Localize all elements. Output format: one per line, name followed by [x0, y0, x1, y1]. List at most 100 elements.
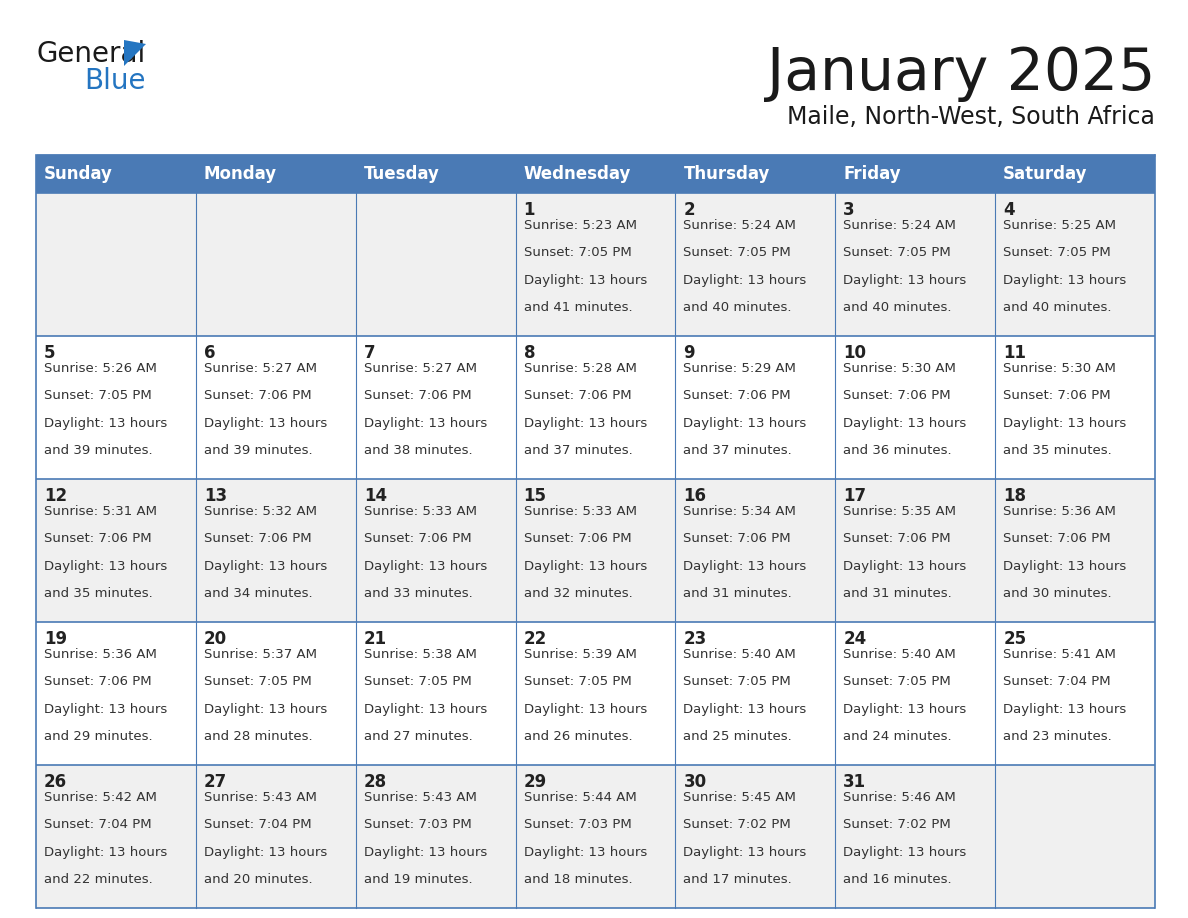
FancyBboxPatch shape — [996, 765, 1155, 908]
Text: Sunset: 7:02 PM: Sunset: 7:02 PM — [843, 818, 952, 832]
Text: Monday: Monday — [204, 165, 277, 183]
Text: General: General — [36, 40, 145, 68]
Text: Tuesday: Tuesday — [364, 165, 440, 183]
Text: 16: 16 — [683, 487, 707, 505]
Text: and 35 minutes.: and 35 minutes. — [1003, 444, 1112, 457]
Text: Maile, North-West, South Africa: Maile, North-West, South Africa — [788, 105, 1155, 129]
Text: Sunrise: 5:29 AM: Sunrise: 5:29 AM — [683, 362, 796, 375]
Text: and 38 minutes.: and 38 minutes. — [364, 444, 473, 457]
FancyBboxPatch shape — [355, 155, 516, 193]
FancyBboxPatch shape — [516, 479, 676, 622]
Text: Daylight: 13 hours: Daylight: 13 hours — [843, 560, 967, 573]
FancyBboxPatch shape — [676, 479, 835, 622]
Text: Sunset: 7:05 PM: Sunset: 7:05 PM — [364, 676, 472, 688]
Text: and 33 minutes.: and 33 minutes. — [364, 588, 473, 600]
Text: Sunrise: 5:30 AM: Sunrise: 5:30 AM — [843, 362, 956, 375]
FancyBboxPatch shape — [835, 622, 996, 765]
Text: and 26 minutes.: and 26 minutes. — [524, 730, 632, 744]
FancyBboxPatch shape — [196, 765, 355, 908]
Text: and 29 minutes.: and 29 minutes. — [44, 730, 152, 744]
Text: 27: 27 — [204, 773, 227, 791]
Text: Sunset: 7:06 PM: Sunset: 7:06 PM — [204, 532, 311, 545]
FancyBboxPatch shape — [676, 155, 835, 193]
Text: and 28 minutes.: and 28 minutes. — [204, 730, 312, 744]
Text: 31: 31 — [843, 773, 866, 791]
Text: Sunset: 7:06 PM: Sunset: 7:06 PM — [1003, 389, 1111, 402]
Text: Daylight: 13 hours: Daylight: 13 hours — [364, 845, 487, 858]
FancyBboxPatch shape — [36, 193, 196, 336]
Text: Daylight: 13 hours: Daylight: 13 hours — [683, 417, 807, 430]
Text: 1: 1 — [524, 201, 535, 219]
Text: and 18 minutes.: and 18 minutes. — [524, 873, 632, 886]
Text: Sunset: 7:05 PM: Sunset: 7:05 PM — [843, 246, 952, 260]
Text: 30: 30 — [683, 773, 707, 791]
Text: and 31 minutes.: and 31 minutes. — [683, 588, 792, 600]
Text: and 39 minutes.: and 39 minutes. — [44, 444, 152, 457]
FancyBboxPatch shape — [835, 336, 996, 479]
FancyBboxPatch shape — [516, 765, 676, 908]
Text: 15: 15 — [524, 487, 546, 505]
Text: Sunrise: 5:24 AM: Sunrise: 5:24 AM — [843, 219, 956, 232]
Text: Sunset: 7:06 PM: Sunset: 7:06 PM — [364, 389, 472, 402]
FancyBboxPatch shape — [196, 193, 355, 336]
Text: Sunrise: 5:32 AM: Sunrise: 5:32 AM — [204, 505, 317, 518]
FancyBboxPatch shape — [516, 622, 676, 765]
Text: Daylight: 13 hours: Daylight: 13 hours — [524, 274, 646, 286]
Text: and 41 minutes.: and 41 minutes. — [524, 301, 632, 314]
Text: Sunset: 7:05 PM: Sunset: 7:05 PM — [683, 246, 791, 260]
Text: Sunrise: 5:34 AM: Sunrise: 5:34 AM — [683, 505, 796, 518]
Text: 17: 17 — [843, 487, 866, 505]
Text: and 30 minutes.: and 30 minutes. — [1003, 588, 1112, 600]
Text: 28: 28 — [364, 773, 387, 791]
Text: Sunset: 7:06 PM: Sunset: 7:06 PM — [364, 532, 472, 545]
FancyBboxPatch shape — [676, 193, 835, 336]
Text: Daylight: 13 hours: Daylight: 13 hours — [364, 560, 487, 573]
Text: Sunrise: 5:40 AM: Sunrise: 5:40 AM — [843, 648, 956, 661]
Text: Sunrise: 5:31 AM: Sunrise: 5:31 AM — [44, 505, 157, 518]
Text: 12: 12 — [44, 487, 68, 505]
Text: Sunrise: 5:36 AM: Sunrise: 5:36 AM — [1003, 505, 1116, 518]
Text: Sunset: 7:05 PM: Sunset: 7:05 PM — [1003, 246, 1111, 260]
Text: 24: 24 — [843, 630, 866, 648]
Text: and 37 minutes.: and 37 minutes. — [524, 444, 632, 457]
Text: Sunset: 7:04 PM: Sunset: 7:04 PM — [44, 818, 152, 832]
Text: Sunrise: 5:33 AM: Sunrise: 5:33 AM — [524, 505, 637, 518]
FancyBboxPatch shape — [36, 336, 196, 479]
Text: Wednesday: Wednesday — [524, 165, 631, 183]
Text: Sunrise: 5:45 AM: Sunrise: 5:45 AM — [683, 791, 796, 804]
Text: 14: 14 — [364, 487, 387, 505]
Text: Sunset: 7:06 PM: Sunset: 7:06 PM — [524, 389, 631, 402]
Text: Blue: Blue — [84, 67, 145, 95]
Text: Sunrise: 5:43 AM: Sunrise: 5:43 AM — [204, 791, 317, 804]
Text: and 19 minutes.: and 19 minutes. — [364, 873, 473, 886]
Text: Sunset: 7:05 PM: Sunset: 7:05 PM — [44, 389, 152, 402]
FancyBboxPatch shape — [996, 479, 1155, 622]
Text: Sunrise: 5:41 AM: Sunrise: 5:41 AM — [1003, 648, 1116, 661]
Text: Sunset: 7:06 PM: Sunset: 7:06 PM — [843, 389, 950, 402]
FancyBboxPatch shape — [835, 155, 996, 193]
Text: Daylight: 13 hours: Daylight: 13 hours — [204, 560, 327, 573]
Text: and 27 minutes.: and 27 minutes. — [364, 730, 473, 744]
Text: Daylight: 13 hours: Daylight: 13 hours — [843, 417, 967, 430]
Text: and 36 minutes.: and 36 minutes. — [843, 444, 952, 457]
Text: 25: 25 — [1003, 630, 1026, 648]
Text: 6: 6 — [204, 344, 215, 362]
Text: Sunset: 7:03 PM: Sunset: 7:03 PM — [524, 818, 631, 832]
Text: Daylight: 13 hours: Daylight: 13 hours — [1003, 417, 1126, 430]
Text: and 32 minutes.: and 32 minutes. — [524, 588, 632, 600]
Text: 18: 18 — [1003, 487, 1026, 505]
Text: 7: 7 — [364, 344, 375, 362]
Text: 13: 13 — [204, 487, 227, 505]
Text: Sunrise: 5:27 AM: Sunrise: 5:27 AM — [204, 362, 317, 375]
Text: Sunrise: 5:30 AM: Sunrise: 5:30 AM — [1003, 362, 1116, 375]
Text: Sunset: 7:06 PM: Sunset: 7:06 PM — [683, 389, 791, 402]
Text: Saturday: Saturday — [1003, 165, 1088, 183]
FancyBboxPatch shape — [516, 155, 676, 193]
Text: 2: 2 — [683, 201, 695, 219]
Text: and 40 minutes.: and 40 minutes. — [843, 301, 952, 314]
Text: 8: 8 — [524, 344, 535, 362]
FancyBboxPatch shape — [996, 336, 1155, 479]
Text: Sunrise: 5:23 AM: Sunrise: 5:23 AM — [524, 219, 637, 232]
FancyBboxPatch shape — [36, 479, 196, 622]
FancyBboxPatch shape — [355, 479, 516, 622]
